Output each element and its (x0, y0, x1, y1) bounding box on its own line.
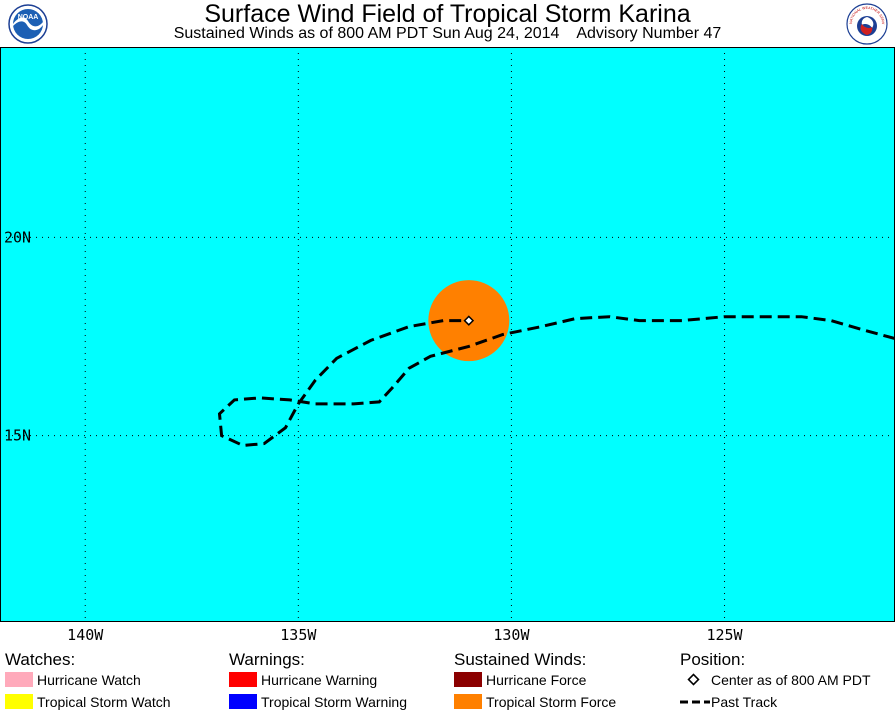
tropical-storm-watch-swatch (5, 694, 33, 709)
legend-center-position: Center as of 800 AM PDT (680, 671, 890, 689)
legend-label: Hurricane Force (486, 672, 587, 688)
longitude-labels: 140W 135W 130W 125W (67, 626, 743, 644)
latitude-labels: 20N 15N (4, 228, 31, 444)
tropical-storm-warning-swatch (229, 694, 257, 709)
legend: Watches: Hurricane Watch Tropical Storm … (0, 645, 895, 716)
longitude-label: 130W (493, 626, 530, 644)
legend-label: Tropical Storm Warning (261, 694, 408, 710)
longitude-label: 135W (280, 626, 317, 644)
longitude-label: 125W (706, 626, 743, 644)
noaa-logo: NOAA (8, 4, 48, 44)
legend-hurricane-force: Hurricane Force (454, 671, 664, 689)
svg-text:NOAA: NOAA (18, 14, 39, 21)
center-diamond-icon (687, 673, 700, 686)
latitude-label: 20N (4, 228, 31, 246)
legend-label: Tropical Storm Watch (37, 694, 171, 710)
nws-logo: NATIONAL WEATHER SERVICE (846, 3, 888, 45)
legend-hurricane-warning: Hurricane Warning (229, 671, 439, 689)
legend-label: Past Track (711, 694, 778, 710)
header: NOAA Surface Wind Field of Tropical Stor… (0, 0, 895, 47)
hurricane-warning-swatch (229, 672, 257, 687)
storm-center-marker (463, 315, 475, 326)
hurricane-watch-swatch (5, 672, 33, 687)
legend-tropical-storm-watch: Tropical Storm Watch (5, 693, 205, 711)
legend-label: Tropical Storm Force (486, 694, 617, 710)
legend-tropical-storm-force: Tropical Storm Force (454, 693, 664, 711)
latitude-label: 15N (4, 427, 31, 445)
map-subtitle: Sustained Winds as of 800 AM PDT Sun Aug… (173, 25, 722, 42)
dashed-line-icon (680, 700, 710, 704)
storm-map: 140W 135W 130W 125W 20N 15N (0, 47, 895, 644)
map-title: Surface Wind Field of Tropical Storm Kar… (204, 0, 691, 28)
legend-hurricane-watch: Hurricane Watch (5, 671, 205, 689)
longitude-label: 140W (67, 626, 104, 644)
legend-watches-heading: Watches: (5, 650, 76, 669)
legend-winds-heading: Sustained Winds: (454, 650, 587, 669)
legend-label: Hurricane Watch (37, 672, 141, 688)
hurricane-force-swatch (454, 672, 482, 687)
legend-tropical-storm-warning: Tropical Storm Warning (229, 693, 439, 711)
legend-position-heading: Position: (680, 650, 746, 669)
tropical-storm-force-swatch (454, 694, 482, 709)
legend-past-track: Past Track (680, 693, 890, 711)
legend-warnings-heading: Warnings: (229, 650, 305, 669)
legend-label: Hurricane Warning (261, 672, 378, 688)
legend-label: Center as of 800 AM PDT (711, 672, 871, 688)
